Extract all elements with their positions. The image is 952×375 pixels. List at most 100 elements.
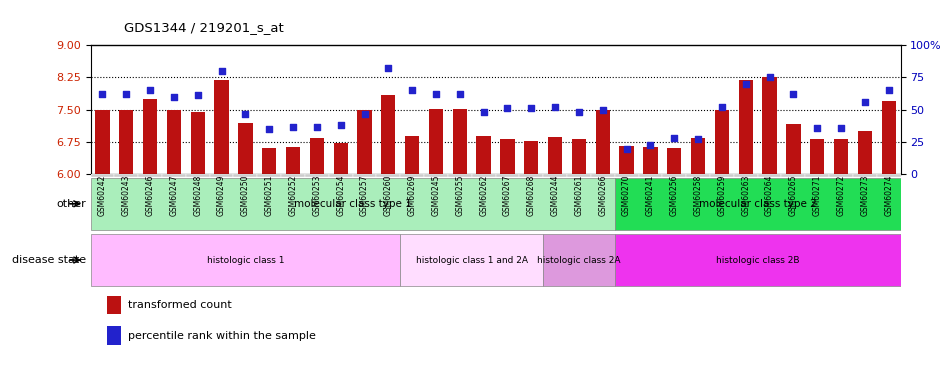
Bar xyxy=(852,174,876,177)
Bar xyxy=(95,110,109,174)
Point xyxy=(784,91,800,97)
Bar xyxy=(828,174,852,177)
Bar xyxy=(167,110,181,174)
Text: percentile rank within the sample: percentile rank within the sample xyxy=(128,331,315,341)
Text: GSM60246: GSM60246 xyxy=(146,174,154,216)
Bar xyxy=(328,174,352,177)
Text: GSM60273: GSM60273 xyxy=(860,174,868,216)
Text: GSM60249: GSM60249 xyxy=(217,174,226,216)
Point xyxy=(261,126,276,132)
Point xyxy=(118,91,133,97)
Bar xyxy=(90,178,614,230)
Text: molecular class type 1: molecular class type 1 xyxy=(293,199,411,209)
Point xyxy=(832,125,847,131)
Bar xyxy=(143,99,157,174)
Bar xyxy=(190,112,205,174)
Text: GSM60269: GSM60269 xyxy=(407,174,416,216)
Bar xyxy=(428,109,443,174)
Point xyxy=(189,93,205,99)
Text: GSM60263: GSM60263 xyxy=(741,174,749,216)
Bar xyxy=(90,234,400,286)
Text: GSM60255: GSM60255 xyxy=(455,174,464,216)
Bar xyxy=(90,174,114,177)
Text: histologic class 2A: histologic class 2A xyxy=(537,256,620,265)
Bar xyxy=(833,139,847,174)
Bar xyxy=(381,94,395,174)
Text: molecular class type 2: molecular class type 2 xyxy=(698,199,816,209)
Bar xyxy=(162,174,186,177)
Bar xyxy=(138,174,162,177)
Bar xyxy=(281,174,305,177)
Text: histologic class 1 and 2A: histologic class 1 and 2A xyxy=(415,256,527,265)
Bar xyxy=(757,174,781,177)
Bar xyxy=(305,174,328,177)
Text: GSM60254: GSM60254 xyxy=(336,174,345,216)
Point xyxy=(427,91,443,97)
Bar xyxy=(286,147,300,174)
Bar xyxy=(309,138,324,174)
Bar xyxy=(257,174,281,177)
Bar xyxy=(519,174,543,177)
Bar xyxy=(214,80,228,174)
Point xyxy=(285,123,300,129)
Point xyxy=(856,99,871,105)
Text: GSM60268: GSM60268 xyxy=(526,174,535,216)
Bar xyxy=(566,174,590,177)
Text: transformed count: transformed count xyxy=(128,300,231,310)
Point xyxy=(594,106,609,112)
Text: GSM60270: GSM60270 xyxy=(622,174,630,216)
Bar xyxy=(738,80,752,174)
Text: GSM60266: GSM60266 xyxy=(598,174,606,216)
Point xyxy=(618,146,633,152)
Bar xyxy=(590,174,614,177)
Text: GSM60252: GSM60252 xyxy=(288,174,297,216)
Point xyxy=(308,123,324,129)
Point xyxy=(761,74,776,80)
Bar xyxy=(405,136,419,174)
Bar xyxy=(543,174,566,177)
Bar xyxy=(876,174,900,177)
Bar xyxy=(357,110,371,174)
Point xyxy=(404,87,419,93)
Bar xyxy=(447,174,471,177)
Bar xyxy=(424,174,447,177)
Text: GSM60260: GSM60260 xyxy=(384,174,392,216)
Text: histologic class 2B: histologic class 2B xyxy=(715,256,799,265)
Text: other: other xyxy=(56,199,86,209)
Text: GSM60241: GSM60241 xyxy=(645,174,654,216)
Text: GSM60258: GSM60258 xyxy=(693,174,702,216)
Bar xyxy=(714,110,728,174)
Text: GSM60250: GSM60250 xyxy=(241,174,249,216)
Bar xyxy=(685,174,709,177)
Text: GSM60257: GSM60257 xyxy=(360,174,368,216)
Text: GSM60271: GSM60271 xyxy=(812,174,821,216)
Bar xyxy=(595,110,609,174)
Bar xyxy=(238,123,252,174)
Bar xyxy=(547,137,562,174)
Text: GDS1344 / 219201_s_at: GDS1344 / 219201_s_at xyxy=(124,21,284,34)
Point xyxy=(237,111,252,117)
Bar xyxy=(733,174,757,177)
Bar xyxy=(785,124,800,174)
Text: GSM60272: GSM60272 xyxy=(836,174,844,216)
Point xyxy=(737,81,752,87)
Bar xyxy=(400,234,543,286)
Bar xyxy=(376,174,400,177)
Point xyxy=(451,91,466,97)
Text: GSM60247: GSM60247 xyxy=(169,174,178,216)
Text: GSM60262: GSM60262 xyxy=(479,174,487,216)
Bar xyxy=(400,174,424,177)
Text: GSM60242: GSM60242 xyxy=(98,174,107,216)
Point xyxy=(570,109,585,115)
Point xyxy=(213,68,228,74)
Text: GSM60274: GSM60274 xyxy=(883,174,892,216)
Text: GSM60243: GSM60243 xyxy=(122,174,130,216)
Text: GSM60261: GSM60261 xyxy=(574,174,583,216)
Bar xyxy=(107,327,121,345)
Bar xyxy=(619,146,633,174)
Point xyxy=(332,122,347,128)
Point xyxy=(642,142,657,148)
Text: GSM60245: GSM60245 xyxy=(431,174,440,216)
Bar xyxy=(809,139,823,174)
Point xyxy=(142,87,157,93)
